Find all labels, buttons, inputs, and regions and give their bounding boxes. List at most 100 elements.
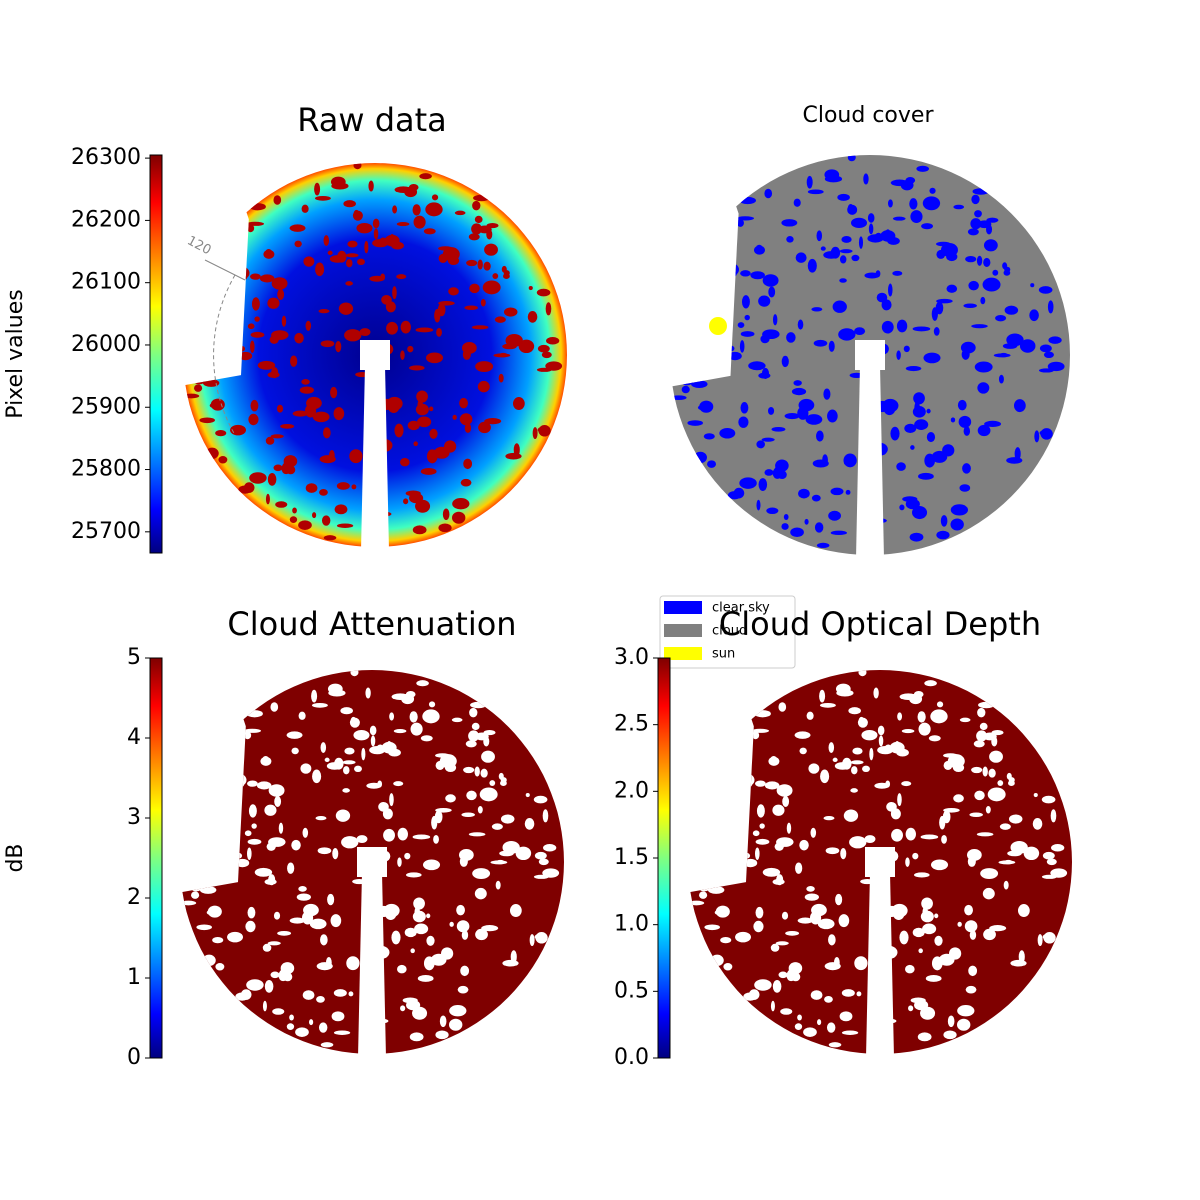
sky-blob <box>797 917 813 924</box>
sky-blob <box>392 286 397 300</box>
sky-blob <box>997 780 1004 787</box>
sky-blob <box>799 747 807 755</box>
sky-blob <box>934 913 939 919</box>
sky-blob <box>778 971 788 979</box>
sky-blob <box>943 760 953 770</box>
sky-blob <box>961 349 970 360</box>
sky-blob <box>707 886 725 894</box>
sky-blob <box>905 827 916 841</box>
sky-blob <box>761 437 775 442</box>
sky-blob <box>301 379 310 385</box>
sky-blob <box>936 701 944 708</box>
sky-blob <box>212 936 224 944</box>
sky-blob <box>724 742 733 748</box>
sun-marker <box>709 317 727 335</box>
sky-blob <box>905 365 922 372</box>
sky-blob <box>303 903 319 917</box>
sky-blob <box>193 797 200 812</box>
sky-blob <box>435 1030 449 1040</box>
sky-blob <box>543 843 557 852</box>
sky-blob <box>524 817 535 830</box>
colorbar-tick-label: 26200 <box>71 207 141 232</box>
sky-blob <box>828 510 841 521</box>
sky-blob <box>899 930 909 945</box>
sky-blob <box>967 856 976 867</box>
sky-blob <box>291 747 299 755</box>
sky-blob <box>1047 361 1065 372</box>
sky-blob <box>309 918 327 930</box>
sky-blob <box>715 905 730 918</box>
sky-blob <box>321 515 331 526</box>
sky-blob <box>400 457 410 467</box>
sky-blob <box>741 295 750 309</box>
sky-blob <box>223 272 240 282</box>
sky-blob <box>434 810 443 824</box>
sky-blob <box>278 822 284 834</box>
sky-blob <box>438 301 455 306</box>
sky-blob <box>248 413 259 426</box>
sky-blob <box>273 195 282 205</box>
sky-blob <box>839 278 847 283</box>
sky-blob <box>838 914 850 928</box>
sky-blob <box>799 839 809 851</box>
sky-blob <box>841 989 855 997</box>
sky-blob <box>475 928 488 941</box>
sky-blob <box>862 765 870 773</box>
sky-blob <box>191 891 200 899</box>
colorbar-tick-label: 0.0 <box>614 1045 649 1070</box>
sky-blob <box>881 320 894 334</box>
colorbar-tick-label: 26000 <box>71 332 141 357</box>
sky-blob <box>262 943 272 952</box>
sky-blob <box>790 527 804 538</box>
sky-blob <box>400 1005 406 1012</box>
sky-blob <box>984 420 1002 427</box>
sky-blob <box>1033 792 1038 798</box>
sky-blob <box>265 493 270 505</box>
sky-blob <box>502 841 520 854</box>
sky-blob <box>471 722 480 731</box>
sky-blob <box>772 314 778 326</box>
sky-blob <box>518 339 535 354</box>
sky-blob <box>950 518 964 531</box>
sky-blob <box>330 176 346 188</box>
sky-blob <box>287 862 295 874</box>
sky-blob <box>838 328 856 341</box>
sky-blob <box>220 816 234 822</box>
sky-blob <box>753 920 764 933</box>
sky-blob <box>899 504 905 511</box>
sky-blob <box>334 757 344 770</box>
sky-blob <box>797 1014 802 1021</box>
sky-blob <box>973 740 985 748</box>
sky-blob <box>249 472 267 484</box>
sky-blob <box>423 228 436 235</box>
sky-blob <box>316 962 333 971</box>
sky-blob <box>206 285 212 291</box>
sky-blob <box>347 240 358 248</box>
sky-blob <box>435 760 445 770</box>
sky-blob <box>896 462 906 471</box>
sky-blob <box>301 204 309 213</box>
sky-blob <box>400 320 411 334</box>
sky-blob <box>920 834 939 840</box>
sky-blob <box>234 266 250 280</box>
sky-blob <box>739 340 745 353</box>
sky-blob <box>392 205 398 214</box>
sky-blob <box>963 303 977 309</box>
sky-blob <box>416 680 429 687</box>
sky-blob <box>798 398 815 412</box>
sky-blob <box>474 887 487 900</box>
sky-blob <box>936 241 951 247</box>
sky-blob <box>934 935 943 946</box>
sky-blob <box>704 924 720 931</box>
sky-blob <box>778 702 787 712</box>
sky-blob <box>311 702 328 708</box>
sky-blob <box>806 711 814 720</box>
sky-blob <box>922 923 937 935</box>
sky-blob <box>781 219 798 227</box>
sky-blob <box>869 747 874 761</box>
sky-blob <box>349 449 363 464</box>
sky-blob <box>474 766 480 777</box>
sky-blob <box>693 451 707 464</box>
sky-blob <box>192 375 206 385</box>
sky-blob <box>740 331 755 337</box>
